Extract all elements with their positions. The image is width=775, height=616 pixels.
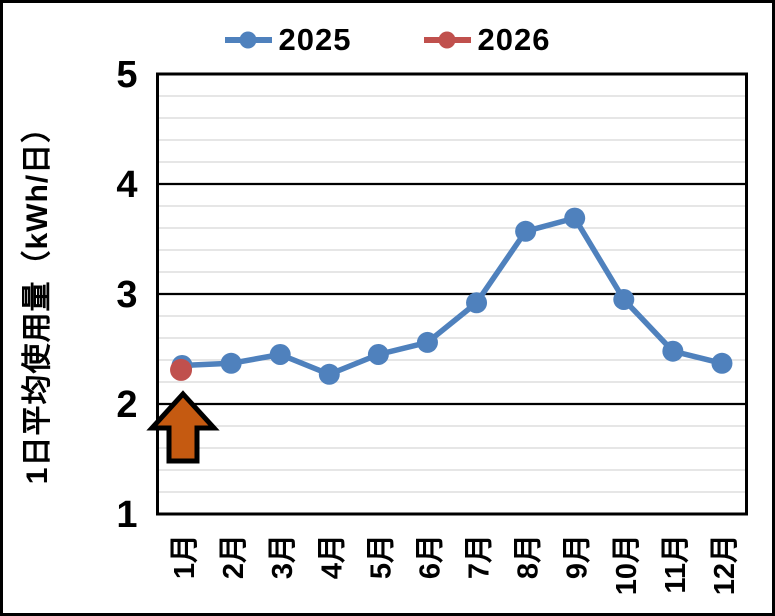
series-2025-point <box>269 344 291 365</box>
x-tick-label: 9月 <box>562 534 594 579</box>
series-2025-point <box>711 352 733 374</box>
x-tick-label: 3月 <box>267 534 299 579</box>
series-2025-line <box>179 215 725 378</box>
legend-item-2026: 2026 <box>423 22 551 57</box>
legend-label-2025: 2025 <box>278 22 352 57</box>
y-tick-label: 2 <box>116 384 137 426</box>
series-2025-point <box>220 352 242 374</box>
legend-dot-2026 <box>438 31 456 48</box>
up-arrow-annotation-icon <box>146 390 220 464</box>
series-2025-point <box>367 344 389 365</box>
legend: 2025 2026 <box>3 24 772 55</box>
series-2025-point <box>318 363 340 385</box>
x-tick-label: 5月 <box>365 534 397 579</box>
legend-item-2025: 2025 <box>224 22 352 57</box>
legend-label-2026: 2026 <box>477 22 551 57</box>
legend-dot-2025 <box>239 31 257 48</box>
y-tick-label: 1 <box>116 494 137 536</box>
x-tick-label: 11月 <box>660 534 692 594</box>
line-marker-icon <box>423 30 471 50</box>
y-tick-label: 5 <box>116 54 137 96</box>
x-tick-label: 12月 <box>709 534 741 595</box>
x-tick-label: 7月 <box>464 534 496 579</box>
x-tick-label: 10月 <box>611 534 643 595</box>
x-tick-label: 2月 <box>218 534 250 579</box>
line-marker-icon <box>224 30 272 50</box>
series-2025-point <box>515 220 537 242</box>
y-tick-label: 4 <box>116 164 137 206</box>
series-2025-point <box>613 289 635 310</box>
y-tick-label: 3 <box>116 274 137 316</box>
x-tick-label: 1月 <box>169 534 201 579</box>
series-2025-point <box>564 207 586 229</box>
x-tick-label: 6月 <box>414 534 446 579</box>
x-tick-label: 4月 <box>316 534 348 579</box>
series-2025-point <box>466 292 488 314</box>
x-tick-label: 8月 <box>513 534 545 579</box>
series-2025-point <box>662 340 684 362</box>
series-2026-point <box>170 358 193 381</box>
series-2025-point <box>416 331 438 353</box>
plot-border <box>156 72 748 516</box>
